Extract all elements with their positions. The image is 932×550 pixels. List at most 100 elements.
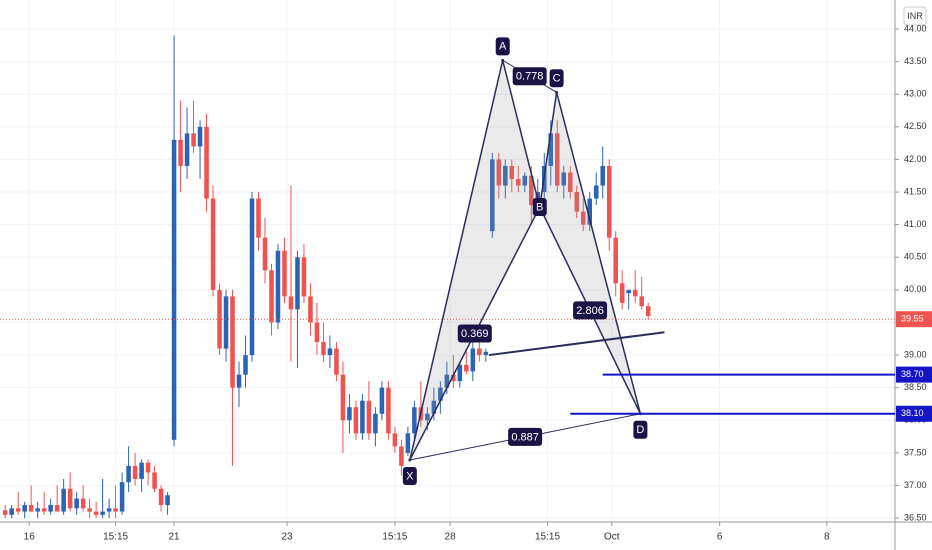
candle-body bbox=[132, 465, 138, 479]
candle-body bbox=[321, 342, 326, 356]
point-label: X bbox=[406, 470, 414, 482]
candle-body bbox=[41, 508, 47, 512]
candle-body bbox=[256, 198, 261, 238]
y-tick-label: 36.50 bbox=[904, 512, 927, 522]
level-label: 38.10 bbox=[901, 408, 924, 418]
candle-body bbox=[249, 198, 255, 356]
ratio-box bbox=[508, 427, 543, 446]
candle-body bbox=[405, 433, 411, 453]
candle-body bbox=[204, 126, 209, 199]
x-tick-label: Oct bbox=[604, 532, 620, 543]
y-tick-label: 38.50 bbox=[904, 382, 927, 392]
candle-body bbox=[373, 413, 378, 434]
ratio-box bbox=[573, 301, 608, 320]
candle-body bbox=[165, 495, 170, 506]
candle-body bbox=[275, 250, 281, 323]
level-label: 38.70 bbox=[901, 369, 924, 379]
candle-body bbox=[366, 400, 372, 434]
candle-body bbox=[243, 355, 248, 375]
candle-body bbox=[483, 351, 489, 356]
candle-body bbox=[425, 413, 430, 421]
candle-body bbox=[54, 505, 60, 512]
candle-body bbox=[580, 211, 586, 225]
x-tick-label: 6 bbox=[717, 532, 723, 543]
candle-body bbox=[197, 126, 203, 147]
candle-body bbox=[308, 296, 313, 323]
candle-body bbox=[613, 237, 618, 284]
candle-body bbox=[171, 139, 177, 440]
candle-body bbox=[600, 165, 606, 186]
candle-body bbox=[126, 465, 131, 483]
candle-body bbox=[340, 374, 346, 421]
candle-body bbox=[626, 289, 631, 294]
candle-body bbox=[606, 165, 612, 238]
candle-body bbox=[386, 387, 391, 434]
candle-body bbox=[139, 462, 144, 479]
y-tick-label: 39.00 bbox=[904, 349, 927, 359]
candle-body bbox=[490, 159, 495, 232]
candle-body bbox=[399, 446, 404, 466]
y-tick-label: 37.50 bbox=[904, 447, 927, 457]
candle-body bbox=[269, 270, 274, 323]
candle-body bbox=[353, 407, 359, 434]
candle-body bbox=[464, 364, 469, 372]
pattern-point bbox=[555, 90, 559, 94]
y-tick-label: 42.50 bbox=[904, 121, 927, 131]
candle-body bbox=[93, 511, 99, 515]
candle-body bbox=[509, 165, 515, 179]
candle-body bbox=[645, 306, 651, 316]
candle-body bbox=[470, 348, 476, 372]
point-box bbox=[495, 37, 510, 56]
candle-body bbox=[301, 257, 307, 297]
candle-body bbox=[2, 510, 8, 515]
x-tick-label: 15:15 bbox=[535, 532, 560, 543]
candle-body bbox=[567, 172, 573, 193]
candle-body bbox=[477, 348, 482, 356]
candle-body bbox=[529, 175, 534, 206]
point-label: C bbox=[553, 73, 561, 85]
candle-body bbox=[67, 488, 73, 509]
candle-body bbox=[100, 511, 105, 515]
y-tick-label: 43.00 bbox=[904, 89, 927, 99]
y-tick-label: 44.00 bbox=[904, 23, 927, 33]
candle-body bbox=[457, 364, 463, 382]
x-tick-label: 16 bbox=[24, 532, 36, 543]
candle-body bbox=[295, 257, 300, 310]
candle-body bbox=[145, 462, 151, 473]
last-price-box bbox=[896, 311, 932, 328]
ratio-box bbox=[457, 324, 492, 343]
x-tick-label: 21 bbox=[169, 532, 181, 543]
candle-body bbox=[438, 387, 443, 401]
candle-body bbox=[230, 296, 235, 388]
candle-body bbox=[548, 133, 554, 166]
level-box bbox=[896, 366, 932, 383]
candle-body bbox=[619, 283, 625, 303]
ratio-label: 0.369 bbox=[461, 328, 489, 340]
pattern-point bbox=[408, 458, 412, 462]
candle-body bbox=[516, 178, 521, 186]
grid bbox=[0, 0, 895, 522]
trend-line bbox=[488, 331, 665, 357]
candle-body bbox=[191, 133, 196, 147]
candle-body bbox=[113, 508, 118, 512]
point-box bbox=[633, 420, 648, 439]
point-label: D bbox=[636, 424, 644, 436]
x-tick-label: 15:15 bbox=[103, 532, 128, 543]
x-tick-label: 23 bbox=[282, 532, 294, 543]
ratio-label: 0.887 bbox=[511, 431, 539, 443]
candle-body bbox=[444, 374, 450, 388]
candle-body bbox=[347, 407, 352, 421]
candle-body bbox=[74, 498, 79, 509]
candle-body bbox=[360, 400, 365, 434]
candle-body bbox=[496, 159, 502, 186]
y-tick-label: 41.50 bbox=[904, 186, 927, 196]
candle-body bbox=[9, 508, 14, 515]
y-tick-label: 37.00 bbox=[904, 480, 927, 490]
point-box bbox=[532, 198, 547, 217]
last-price-label: 39.55 bbox=[901, 314, 924, 324]
candle-body bbox=[522, 175, 528, 186]
level-box bbox=[896, 405, 932, 422]
candle-body bbox=[561, 172, 567, 186]
